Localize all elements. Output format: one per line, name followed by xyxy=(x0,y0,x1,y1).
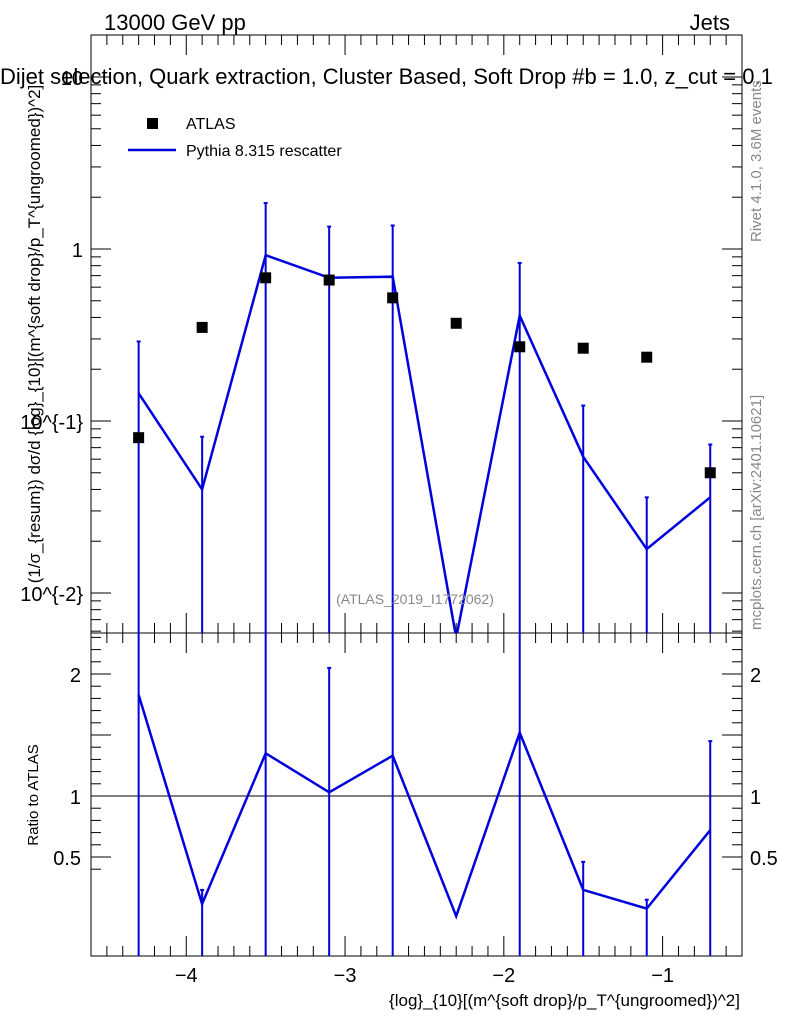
atlas-point xyxy=(641,351,653,363)
y-tick-label: 10^{-2} xyxy=(20,584,83,606)
mc-line xyxy=(137,253,711,633)
x-tick-label: −4 xyxy=(175,965,198,987)
atlas-point xyxy=(133,432,145,444)
ratio-y-tick-label: 2 xyxy=(70,665,81,687)
legend-data-label: ATLAS xyxy=(186,116,236,133)
main-panel-series xyxy=(133,202,716,633)
ratio-panel-series xyxy=(137,633,713,956)
plot-title: Dijet selection, Quark extraction, Clust… xyxy=(0,64,773,89)
ratio-line xyxy=(137,694,712,920)
analysis-watermark: (ATLAS_2019_I1772062) xyxy=(336,591,494,607)
ratio-panel-axis: 0.5 0.5 1 1 2 2 −4 −3 −2 −1 xyxy=(53,633,778,987)
x-tick-label: −3 xyxy=(334,965,357,987)
ratio-y-tick-label: 2 xyxy=(750,665,761,687)
atlas-point xyxy=(577,342,589,354)
legend: ATLAS Pythia 8.315 rescatter xyxy=(128,116,342,160)
ratio-y-tick-label: 1 xyxy=(750,787,761,809)
atlas-point xyxy=(704,467,716,479)
main-panel-axis: 10^{-2} 10^{-1} 1 10 xyxy=(20,35,743,633)
mcplots-label: mcplots.cern.ch [arXiv:2401.10621] xyxy=(748,395,765,630)
legend-data-marker xyxy=(147,118,158,129)
y-tick-label: 1 xyxy=(72,240,83,262)
atlas-point xyxy=(260,272,272,284)
legend-mc-label: Pythia 8.315 rescatter xyxy=(186,143,342,160)
beam-label: 13000 GeV pp xyxy=(104,10,246,35)
ratio-ylabel: Ratio to ATLAS xyxy=(25,744,42,845)
x-tick-label: −2 xyxy=(492,965,515,987)
y-tick-label: 10^{-1} xyxy=(20,412,83,434)
atlas-point xyxy=(196,321,208,333)
ratio-y-tick-label: 1 xyxy=(70,787,81,809)
atlas-point xyxy=(514,341,526,353)
y-tick-label: 10 xyxy=(61,68,83,90)
atlas-point xyxy=(323,274,335,286)
main-ylabel: (1/σ_{resum}) dσ/d {log}_{10}[(m^{soft d… xyxy=(25,85,44,584)
rivet-label: Rivet 4.1.0, 3.6M events xyxy=(748,80,765,242)
ratio-y-tick-label: 0.5 xyxy=(750,848,778,870)
ratio-y-tick-label: 0.5 xyxy=(53,848,81,870)
atlas-point xyxy=(387,292,399,304)
ratio-panel-frame xyxy=(90,632,743,957)
xlabel: {log}_{10}[(m^{soft drop}/p_T^{ungroomed… xyxy=(389,991,740,1010)
atlas-point xyxy=(450,317,462,329)
process-label: Jets xyxy=(690,10,730,35)
x-tick-label: −1 xyxy=(651,965,674,987)
